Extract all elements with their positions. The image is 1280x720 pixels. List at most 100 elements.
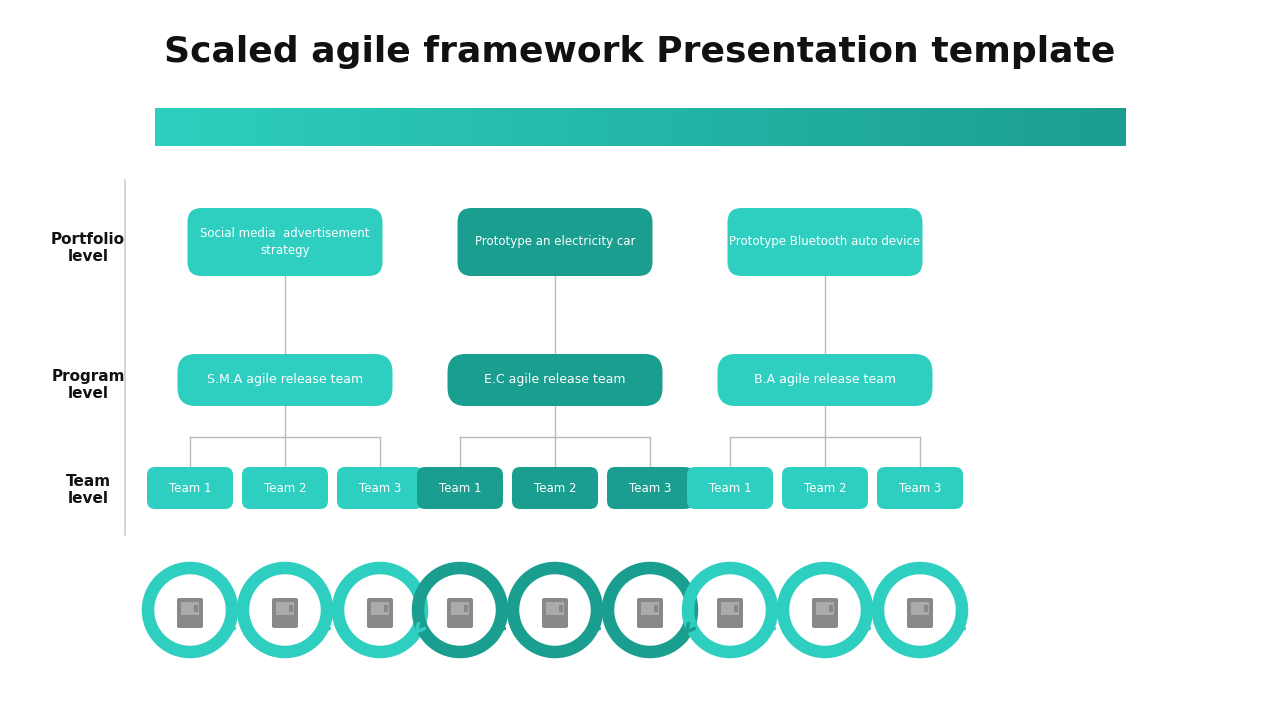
Bar xyxy=(204,108,210,146)
Bar xyxy=(582,108,588,146)
Bar xyxy=(669,108,675,146)
Bar xyxy=(275,602,294,615)
Bar xyxy=(271,108,278,146)
Bar xyxy=(289,605,293,612)
Bar xyxy=(388,108,394,146)
Bar xyxy=(291,108,297,146)
Bar xyxy=(214,108,219,146)
Bar xyxy=(572,108,579,146)
Bar xyxy=(384,605,388,612)
Bar xyxy=(529,108,534,146)
Bar xyxy=(1076,108,1083,146)
Bar xyxy=(735,605,739,612)
Bar xyxy=(364,108,370,146)
Bar xyxy=(465,605,468,612)
Bar xyxy=(189,108,195,146)
Bar xyxy=(165,108,170,146)
Bar xyxy=(431,108,438,146)
Bar xyxy=(393,108,398,146)
FancyBboxPatch shape xyxy=(417,467,503,509)
Bar xyxy=(878,108,883,146)
Bar xyxy=(621,108,626,146)
Text: Team 1: Team 1 xyxy=(439,482,481,495)
Bar xyxy=(835,108,840,146)
Bar xyxy=(965,108,970,146)
FancyBboxPatch shape xyxy=(177,598,204,628)
Bar xyxy=(694,108,699,146)
FancyBboxPatch shape xyxy=(187,208,383,276)
Bar xyxy=(558,108,563,146)
Bar xyxy=(451,108,457,146)
Bar xyxy=(684,108,690,146)
Bar xyxy=(257,108,262,146)
Bar xyxy=(1071,108,1078,146)
Text: Team
level: Team level xyxy=(65,474,110,506)
Bar xyxy=(252,108,257,146)
Bar xyxy=(320,108,325,146)
Text: Team 1: Team 1 xyxy=(169,482,211,495)
Bar xyxy=(398,108,403,146)
Bar xyxy=(184,108,189,146)
Text: Scaled agile framework Presentation template: Scaled agile framework Presentation temp… xyxy=(164,35,1116,69)
Bar xyxy=(266,108,273,146)
Bar xyxy=(456,108,462,146)
Bar xyxy=(998,108,1005,146)
Text: Team 1: Team 1 xyxy=(709,482,751,495)
Bar xyxy=(805,108,810,146)
Bar xyxy=(169,108,175,146)
Bar xyxy=(678,108,685,146)
Bar xyxy=(261,108,268,146)
Bar xyxy=(722,108,728,146)
Text: Team 2: Team 2 xyxy=(264,482,306,495)
Bar xyxy=(922,108,927,146)
Bar xyxy=(767,108,772,146)
Bar xyxy=(974,108,980,146)
FancyBboxPatch shape xyxy=(242,467,328,509)
Bar xyxy=(301,108,306,146)
Bar xyxy=(567,108,573,146)
Bar xyxy=(586,108,593,146)
Bar xyxy=(445,108,452,146)
FancyBboxPatch shape xyxy=(607,467,692,509)
Bar xyxy=(223,108,229,146)
Bar xyxy=(402,108,408,146)
Bar xyxy=(383,108,389,146)
Bar xyxy=(545,602,564,615)
Bar xyxy=(282,108,287,146)
Bar xyxy=(984,108,991,146)
FancyBboxPatch shape xyxy=(782,467,868,509)
Bar xyxy=(285,108,292,146)
Bar xyxy=(950,108,956,146)
Bar xyxy=(737,108,742,146)
Bar xyxy=(334,108,340,146)
Bar xyxy=(960,108,966,146)
Bar xyxy=(718,108,723,146)
FancyBboxPatch shape xyxy=(541,598,568,628)
Bar xyxy=(1062,108,1068,146)
Bar xyxy=(442,108,447,146)
Bar xyxy=(485,108,490,146)
Bar xyxy=(276,108,282,146)
Bar xyxy=(732,108,739,146)
Bar xyxy=(596,108,602,146)
Bar xyxy=(310,108,316,146)
Bar xyxy=(494,108,500,146)
FancyBboxPatch shape xyxy=(457,208,653,276)
Bar xyxy=(979,108,986,146)
Bar xyxy=(513,108,520,146)
Bar xyxy=(689,108,694,146)
Bar xyxy=(374,108,379,146)
Bar xyxy=(451,602,470,615)
Bar xyxy=(882,108,888,146)
Bar xyxy=(819,108,826,146)
Bar xyxy=(407,108,413,146)
Text: Prototype Bluetooth auto device: Prototype Bluetooth auto device xyxy=(730,235,920,248)
Bar xyxy=(1033,108,1038,146)
Bar xyxy=(466,108,471,146)
Bar xyxy=(924,605,928,612)
Bar xyxy=(854,108,859,146)
Bar xyxy=(863,108,869,146)
Bar xyxy=(296,108,302,146)
Bar xyxy=(233,108,238,146)
Bar xyxy=(838,108,845,146)
